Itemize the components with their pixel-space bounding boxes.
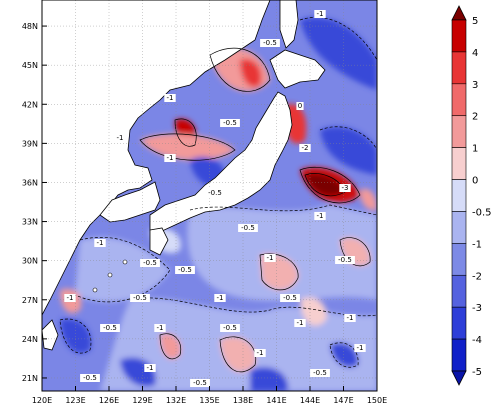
colorbar: 5 4 3 2 1 0 -0.5 -1 -2 -3 -4 -5 — [451, 5, 492, 386]
lon-tick-label: 135E — [199, 396, 219, 405]
contour-label: -0.5 — [143, 259, 157, 267]
colorbar-swatch — [451, 338, 467, 372]
contour-label: -1 — [317, 212, 324, 220]
colorbar-label: -5 — [472, 367, 482, 378]
lat-tick-label: 48N — [22, 22, 38, 31]
contour-label: -0.5 — [193, 379, 207, 387]
contour-label: -0.5 — [223, 119, 237, 127]
colorbar-swatch — [451, 147, 467, 180]
contour-label: -0.5 — [133, 294, 147, 302]
colorbar-swatch — [451, 83, 467, 117]
colorbar-label: 1 — [472, 144, 478, 155]
contour-label: -0.5 — [313, 369, 327, 377]
lon-tick-label: 120E — [32, 396, 52, 405]
colorbar-label: -1 — [472, 239, 482, 250]
contour-label: -1 — [157, 324, 164, 332]
colorbar-swatch — [451, 179, 467, 212]
contour-label: -0.5 — [241, 224, 255, 232]
colorbar-label: 5 — [472, 16, 478, 27]
contour-label: -1 — [347, 314, 354, 322]
contour-label: -1 — [167, 154, 174, 162]
lon-tick-label: 138E — [233, 396, 253, 405]
contour-label: -1 — [297, 319, 304, 327]
gridlines — [42, 0, 377, 391]
lon-tick-label: 126E — [99, 396, 119, 405]
contour-label: -1 — [67, 294, 74, 302]
contour-label: -0.5 — [263, 39, 277, 47]
contour-lines — [59, 17, 377, 373]
colorbar-label: 4 — [472, 48, 478, 59]
contour-label: -1 — [117, 134, 124, 142]
lon-tick-label: 129E — [132, 396, 152, 405]
lat-tick-label: 39N — [22, 139, 38, 148]
colorbar-label: 3 — [472, 80, 478, 91]
colorbar-swatch — [451, 19, 467, 53]
colorbar-label: 2 — [472, 112, 478, 123]
lon-tick-label: 144E — [300, 396, 320, 405]
contour-label: -0.5 — [208, 189, 222, 197]
lat-tick-label: 27N — [22, 296, 38, 305]
lat-tick-label: 30N — [22, 257, 38, 266]
contour-label: -1 — [217, 294, 224, 302]
contour-label: -0.5 — [83, 374, 97, 382]
lon-tick-label: 132E — [166, 396, 186, 405]
lon-tick-label: 123E — [65, 396, 85, 405]
colorbar-label: -2 — [472, 271, 482, 282]
contour-label: -0.5 — [283, 294, 297, 302]
colorbar-label: -4 — [472, 335, 482, 346]
lon-tick-label: 141E — [266, 396, 286, 405]
contour-label: -1 — [257, 349, 264, 357]
contour-label: -0.5 — [223, 324, 237, 332]
lat-tick-label: 36N — [22, 178, 38, 187]
contour-labels: -1 -0.5 -1 0 -2 -3 -1 -0.5 -1 -0.5 -1 -0.5 -1 -0.5 -0.… — [64, 10, 366, 387]
colorbar-label: -0.5 — [472, 207, 492, 218]
contour-label: -1 — [167, 94, 174, 102]
colorbar-label: 0 — [472, 176, 478, 187]
colorbar-label: -3 — [472, 303, 482, 314]
contour-label: -1 — [267, 254, 274, 262]
contour-label: -1 — [357, 344, 364, 352]
contour-label: -0.5 — [103, 324, 117, 332]
contour-label: 0 — [298, 102, 302, 110]
lat-tick-label: 42N — [22, 100, 38, 109]
lat-tick-label: 33N — [22, 218, 38, 227]
lat-tick-label: 45N — [22, 61, 38, 70]
colorbar-swatch — [451, 243, 467, 276]
colorbar-swatch — [451, 306, 467, 340]
contour-label: -1 — [317, 10, 324, 18]
colorbar-cap-bottom — [451, 370, 467, 386]
land — [42, 0, 326, 351]
anomaly-field: -1 -0.5 -1 0 -2 -3 -1 -0.5 -1 -0.5 -1 -0.5 -1 -0.5 -0.… — [42, 0, 377, 391]
longitude-axis: 120E 123E 126E 129E 132E 135E 138E 141E 144E 147E… — [32, 386, 387, 405]
contour-label: -0.5 — [178, 266, 192, 274]
contour-label: -0.5 — [338, 256, 352, 264]
lon-tick-label: 150E — [367, 396, 387, 405]
contour-label: -1 — [147, 364, 154, 372]
colorbar-swatch — [451, 115, 467, 148]
latitude-axis: 48N 45N 42N 39N 36N 33N 30N 27N 24N 21N — [22, 22, 47, 383]
lat-tick-label: 24N — [22, 335, 38, 344]
contour-label: -1 — [97, 239, 104, 247]
lon-tick-label: 147E — [333, 396, 353, 405]
contour-label: -3 — [342, 184, 349, 192]
lat-tick-label: 21N — [22, 374, 38, 383]
contour-label: -2 — [302, 144, 309, 152]
colorbar-cap-top — [451, 5, 467, 21]
colorbar-swatch — [451, 51, 467, 85]
colorbar-swatch — [451, 211, 467, 244]
colorbar-swatch — [451, 274, 467, 308]
